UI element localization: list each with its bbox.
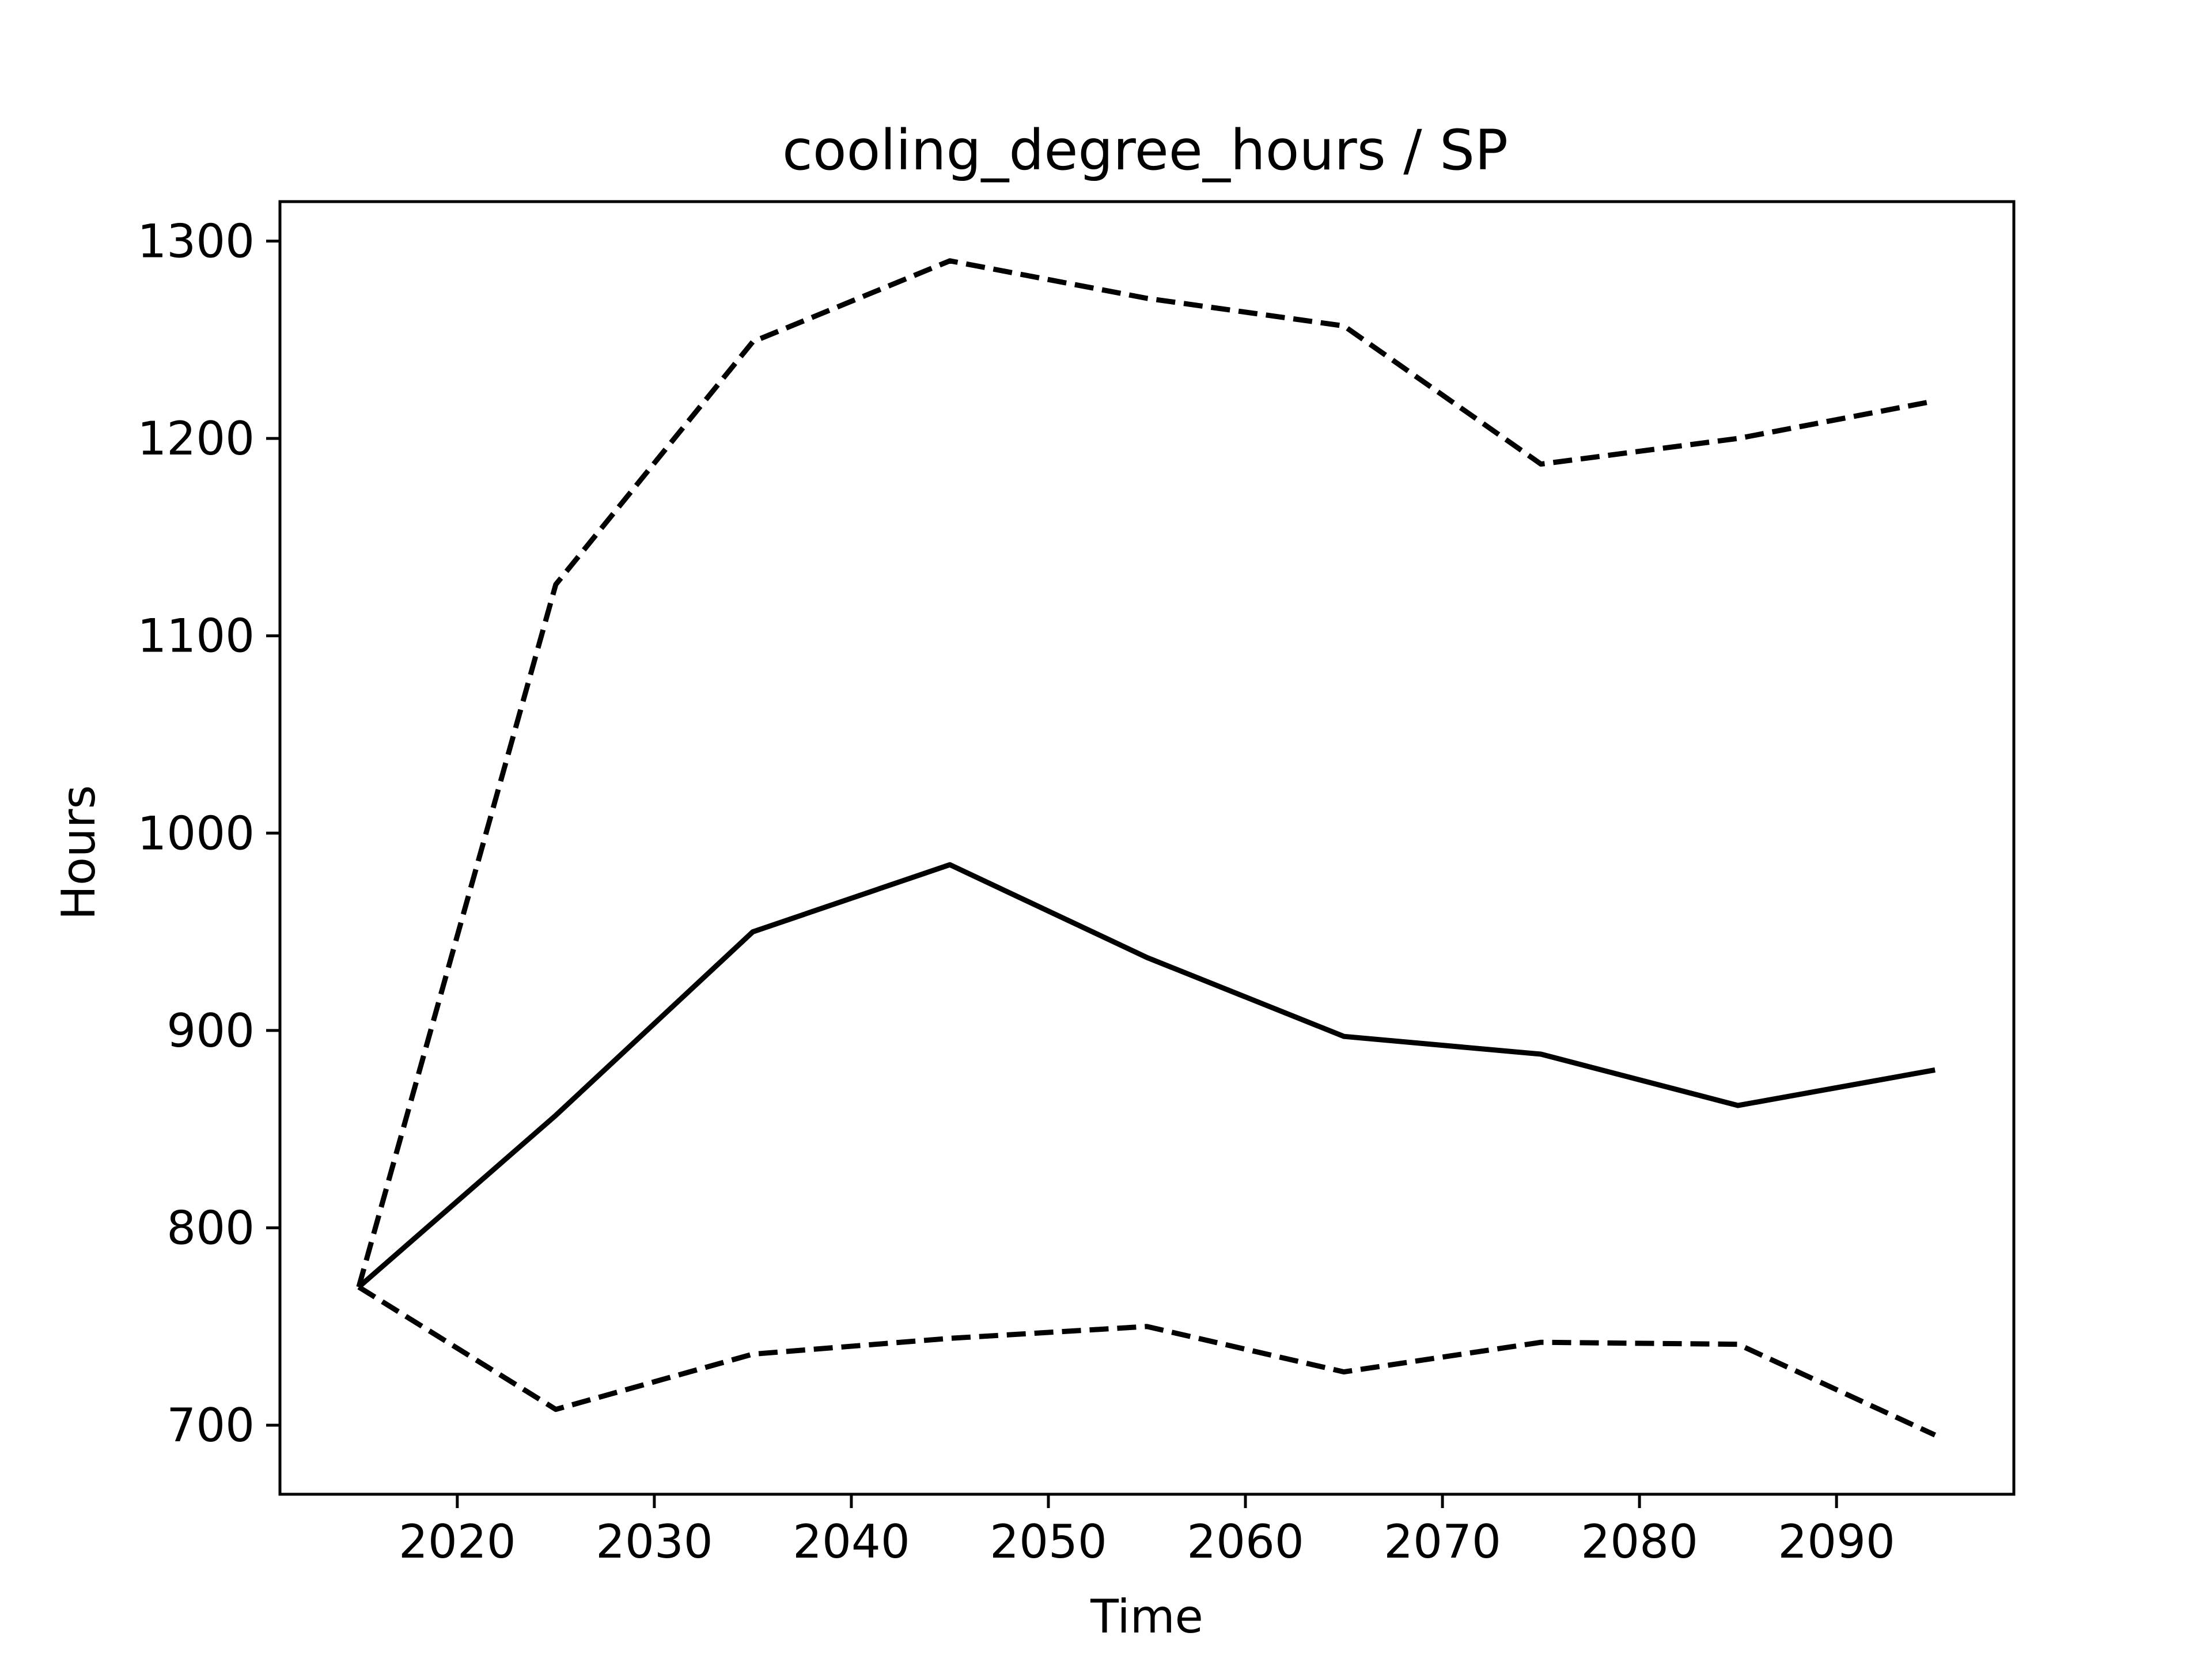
y-tick-label-1200: 1200 <box>137 412 255 465</box>
x-tick-label-2050: 2050 <box>990 1515 1107 1569</box>
y-tick-label-900: 900 <box>166 1004 255 1058</box>
series-line-2-solid <box>357 862 1936 1289</box>
y-axis-label: Hours <box>52 785 105 920</box>
x-tick-label-2040: 2040 <box>793 1515 910 1569</box>
x-tick-label-2070: 2070 <box>1384 1515 1501 1569</box>
y-tick-label-1300: 1300 <box>137 215 255 268</box>
plot-frame <box>278 200 2016 1496</box>
chart-title: cooling_degree_hours / SP <box>782 118 1508 183</box>
x-tick-label-2090: 2090 <box>1778 1515 1895 1569</box>
plot-area <box>356 258 1937 1438</box>
x-tick-label-2020: 2020 <box>399 1515 516 1569</box>
series-line-3-dashed <box>357 1285 1937 1438</box>
y-tick-label-800: 800 <box>166 1201 255 1255</box>
x-tick-label-2030: 2030 <box>596 1515 713 1569</box>
y-tick-label-1100: 1100 <box>137 609 255 663</box>
x-tick-label-2080: 2080 <box>1581 1515 1698 1569</box>
x-tick-label-2060: 2060 <box>1187 1515 1304 1569</box>
x-axis: 2020 2030 2040 2050 2060 2070 2080 2090 <box>399 1494 1895 1569</box>
y-tick-label-700: 700 <box>166 1399 255 1452</box>
x-axis-label: Time <box>1090 1590 1203 1643</box>
y-tick-label-1000: 1000 <box>137 806 255 860</box>
series-line-1-dashed <box>356 258 1936 1288</box>
y-axis: 700 800 900 1000 1100 1200 1300 <box>137 215 280 1452</box>
